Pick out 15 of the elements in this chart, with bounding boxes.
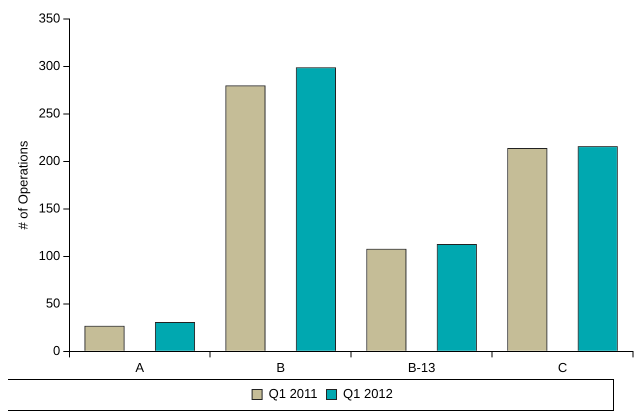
y-tick-label: 250 [38,105,60,120]
y-axis-title: # of Operations [15,140,30,230]
x-tick-label: B-13 [408,360,436,375]
y-tick-label: 150 [38,200,60,216]
y-tick-label: 50 [46,295,60,310]
x-tick-label: B [276,360,286,375]
y-tick-label: 0 [53,342,60,358]
x-tick-label: A [135,360,144,375]
legend-label: Q1 2012 [343,386,393,402]
y-tick-label: 200 [38,152,60,168]
x-tick-label: C [558,360,568,375]
legend-label: Q1 2011 [268,386,318,402]
y-tick-label: 100 [38,248,60,263]
y-tick-label: 350 [38,10,60,26]
y-tick-label: 300 [38,58,60,73]
